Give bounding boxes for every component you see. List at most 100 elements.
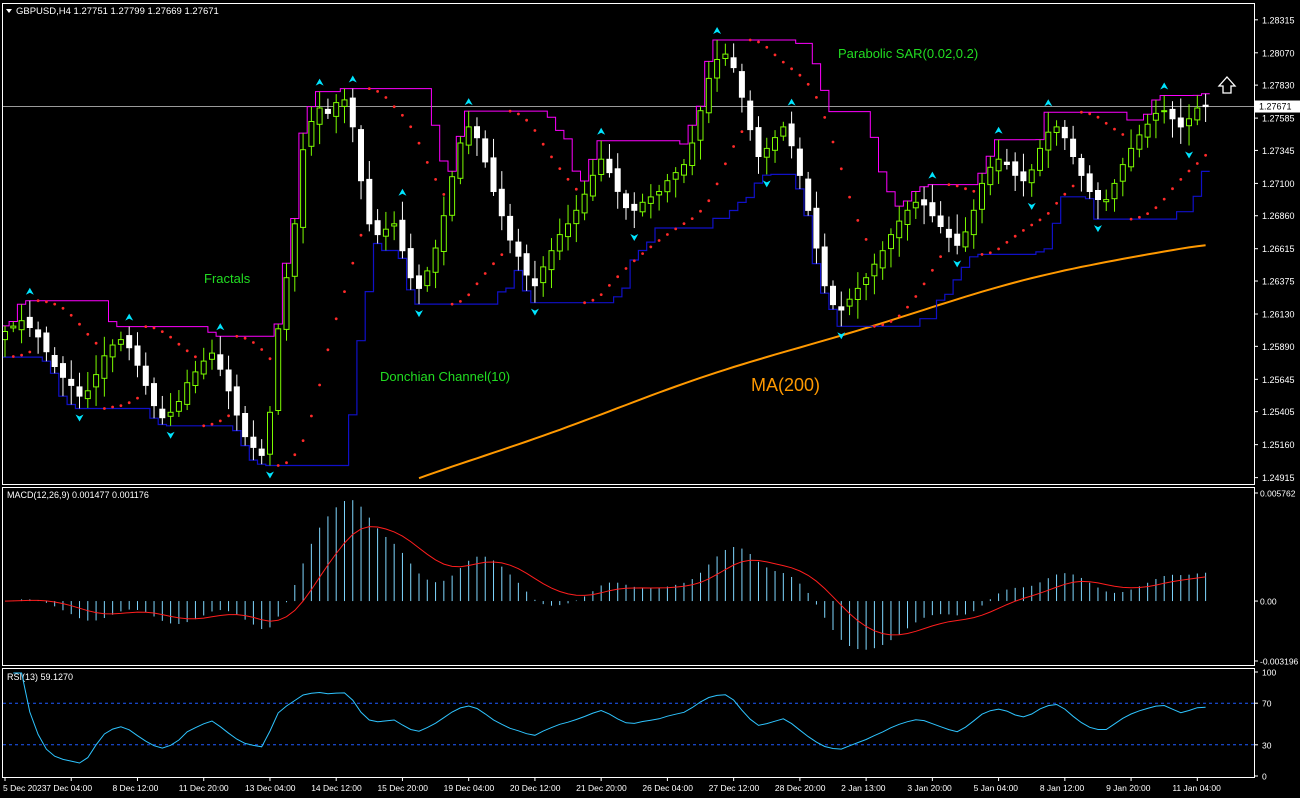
candle-body xyxy=(697,110,704,141)
candle xyxy=(705,61,712,124)
candle-body xyxy=(962,231,969,248)
candle-body xyxy=(1003,161,1010,165)
macd-panel-frame xyxy=(2,487,1255,666)
sar-dot xyxy=(674,227,678,231)
sar-dot xyxy=(500,253,504,256)
candle-body xyxy=(681,164,687,176)
candle xyxy=(1128,129,1135,172)
sar-dot xyxy=(310,414,313,418)
candle-body xyxy=(1152,112,1159,121)
candle xyxy=(1028,164,1035,197)
candle-body xyxy=(1086,173,1093,192)
sar-dot xyxy=(359,233,363,237)
candle-body xyxy=(548,250,555,271)
candle-body xyxy=(159,408,166,419)
candle-body xyxy=(465,126,472,146)
chevron-down-icon[interactable] xyxy=(6,9,12,13)
candle-body xyxy=(184,382,191,405)
donchian-upper-line xyxy=(3,39,1210,337)
time-tick-label: 11 Dec 20:00 xyxy=(179,783,229,793)
candle xyxy=(291,218,298,292)
sar-dot xyxy=(401,113,404,117)
candle xyxy=(1194,95,1201,126)
candle xyxy=(1103,189,1110,211)
candle xyxy=(548,238,555,289)
candle-body xyxy=(507,215,514,241)
candle xyxy=(43,326,50,362)
sar-dot xyxy=(1121,133,1125,136)
candle-body xyxy=(581,193,588,214)
macd-signal-line xyxy=(4,526,1206,636)
time-tick-label: 14 Dec 12:00 xyxy=(311,783,362,793)
candle xyxy=(1003,148,1010,170)
sar-dot xyxy=(690,217,694,221)
macd-tick-label: 0.005762 xyxy=(1260,489,1296,499)
sar-dot xyxy=(583,301,586,305)
candle-body xyxy=(639,201,646,213)
sar-dot xyxy=(666,233,669,236)
candle xyxy=(846,288,853,316)
price-tick-label: 1.28070 xyxy=(1262,48,1295,58)
fractal-down-icon xyxy=(762,180,771,188)
sar-dot xyxy=(1088,112,1092,116)
fractal-up-icon xyxy=(315,78,324,86)
candle xyxy=(26,300,33,337)
sar-dot xyxy=(467,293,471,297)
sar-dot xyxy=(955,184,959,188)
candle-body xyxy=(531,278,538,287)
sar-dot xyxy=(185,349,189,353)
time-tick-label: 21 Dec 20:00 xyxy=(576,783,627,793)
candle-body xyxy=(68,378,75,386)
candle-body xyxy=(84,390,91,400)
sar-dot xyxy=(442,193,446,196)
macd-label: MACD(12,26,9) 0.001477 0.001176 xyxy=(7,490,149,500)
fractal-down-icon xyxy=(630,234,639,242)
candle xyxy=(440,196,447,266)
candle xyxy=(60,356,66,397)
time-tick-label: 26 Dec 04:00 xyxy=(642,783,693,793)
candle-body xyxy=(838,306,845,311)
sar-dot xyxy=(823,116,827,119)
candle-body xyxy=(167,411,174,417)
fractal-down-icon xyxy=(953,260,962,268)
macd-plot-area xyxy=(4,500,1207,650)
candle-body xyxy=(35,329,42,338)
candle-body xyxy=(283,277,290,330)
candle-body xyxy=(805,178,812,211)
candle-body xyxy=(871,263,878,277)
ma200-line xyxy=(418,244,1206,480)
sar-dot xyxy=(964,187,967,191)
candle xyxy=(987,156,994,196)
candle xyxy=(93,355,100,406)
candle-body xyxy=(151,383,157,407)
sar-dot xyxy=(566,177,570,181)
time-tick-label: 13 Dec 04:00 xyxy=(245,783,296,793)
sar-dot xyxy=(111,405,114,409)
candle xyxy=(830,280,836,310)
sar-dot xyxy=(914,295,918,298)
sar-dot xyxy=(748,38,752,42)
sar-dot xyxy=(177,342,181,346)
time-tick-label: 2 Jan 13:00 xyxy=(841,783,886,793)
candle-body xyxy=(449,176,456,216)
sar-dot xyxy=(831,140,835,144)
sar-dot xyxy=(243,336,247,340)
candle xyxy=(1152,99,1159,139)
candle xyxy=(300,133,307,244)
candle-body xyxy=(1103,199,1110,203)
candle-body xyxy=(300,149,307,228)
candle xyxy=(68,360,75,405)
sar-dot xyxy=(202,424,206,428)
candle xyxy=(556,218,563,261)
candle xyxy=(449,171,456,222)
sar-dot xyxy=(508,109,512,113)
sar-dot xyxy=(624,267,628,270)
candle xyxy=(1070,125,1077,165)
price-tick-label: 1.25645 xyxy=(1262,375,1295,385)
candle-body xyxy=(788,123,795,147)
sar-dot xyxy=(550,155,553,159)
sar-dot xyxy=(1171,187,1174,191)
annotation-fractals: Fractals xyxy=(204,271,251,286)
candle-body xyxy=(772,137,778,151)
